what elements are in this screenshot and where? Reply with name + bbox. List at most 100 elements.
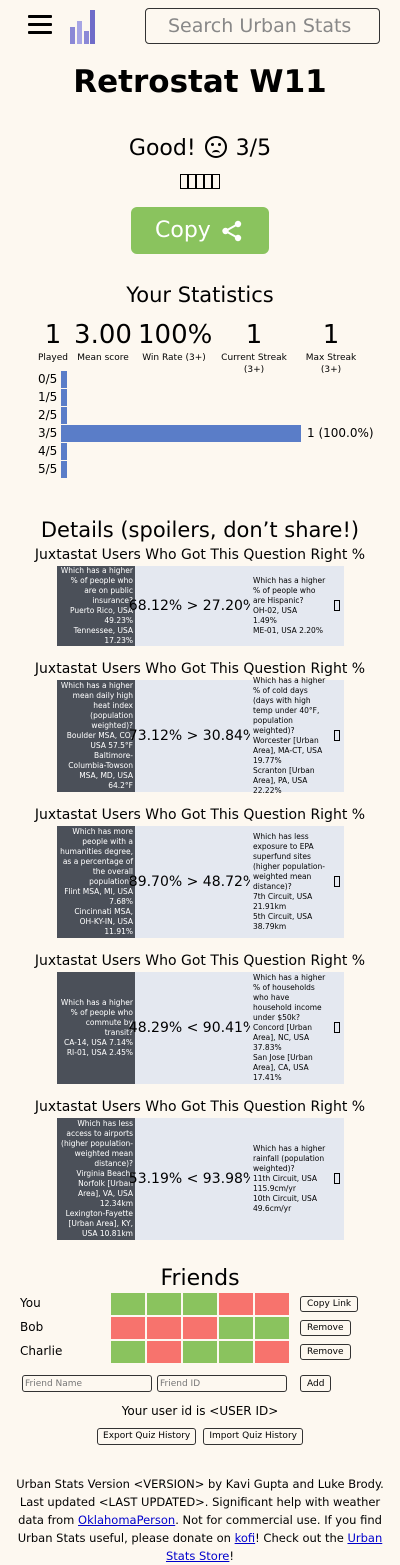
correct-cell [183,1293,217,1315]
question-right-text: Which has a higher % of people who are H… [253,576,326,605]
question-block: Juxtastat Users Who Got This Question Ri… [0,545,400,659]
question-left-text: Boulder MSA, CO, USA 57.5°F [66,731,133,750]
question-right-text: Worcester [Urban Area], MA-CT, USA [253,736,323,755]
question-heading: Juxtastat Users Who Got This Question Ri… [34,1099,366,1115]
question-left-text: CA-14, USA 7.14% [64,1038,133,1047]
question-right-texts: Which has less exposure to EPA superfund… [253,832,327,932]
correct-cell [255,1317,289,1339]
question-left-text: Tennessee, USA 17.23% [73,626,133,645]
friend-row: Charlie Remove [0,1341,400,1365]
kofi-link[interactable]: kofi [234,1531,256,1545]
question-right-panel: Which has a higher % of households who h… [250,972,344,1084]
question-right-panel: Which has a higher % of cold days (days … [250,676,344,795]
incorrect-cell [219,1293,253,1315]
distribution-label: 0/5 [38,372,58,386]
question-right-text: Which has a higher rainfall (population … [253,1144,326,1173]
question-left-panel: Which has more people with a humanities … [57,826,135,938]
question-comparison: 89.70% > 48.72% [129,826,256,938]
store-link[interactable]: Urban Stats Store [165,1531,383,1563]
correct-cell [219,1317,253,1339]
question-right-panel: Which has a higher % of people who are H… [250,566,344,646]
result-emoji-icon [334,730,340,741]
question-left-text: RI-01, USA 2.45% [66,1048,133,1057]
oklahomaperson-link[interactable]: OklahomaPerson [78,1513,176,1527]
question-right-text: Which has a higher % of cold days (days … [253,676,326,735]
search-input[interactable] [145,8,380,44]
distribution-value: 1 (100.0%) [307,426,374,440]
remove-friend-button[interactable]: Remove [300,1320,351,1336]
question-row: Which has a higher % of people who are o… [57,566,344,646]
add-friend-row: Add [0,1371,400,1401]
friend-name: Charlie [20,1344,63,1358]
question-heading: Juxtastat Users Who Got This Question Ri… [34,661,366,677]
incorrect-cell [183,1317,217,1339]
question-right-text: Concord [Urban Area], NC, USA [253,1023,312,1042]
question-left-text: Which has a higher mean daily high heat … [60,681,133,730]
share-icon [222,220,242,242]
friend-id-input[interactable] [157,1375,287,1392]
score-text: 3/5 [235,136,272,161]
import-quiz-history-button[interactable]: Import Quiz History [203,1427,303,1445]
question-left-panel: Which has a higher % of people who are o… [57,566,135,646]
copy-link-button[interactable]: Copy Link [300,1296,359,1312]
distribution-bar [61,461,67,478]
add-friend-button[interactable]: Add [300,1375,332,1392]
incorrect-cell [147,1341,181,1363]
distribution-bar [61,407,67,424]
question-comparison: 68.12% > 27.20% [129,566,256,646]
stat-current-streak: 1 Current Streak (3+) [212,318,296,376]
question-left-text: Which has more people with a humanities … [60,827,133,886]
stat-label: Win Rate (3+) [142,353,206,363]
question-right-texts: Which has a higher % of people who are H… [253,576,327,636]
hamburger-menu-icon[interactable] [28,15,52,35]
question-left-text: Flint MSA, MI, USA 7.68% [64,887,133,906]
stat-label: Max Streak (3+) [305,353,357,375]
result-emoji-icon [334,1173,340,1184]
correct-cell [219,1341,253,1363]
friend-name-input[interactable] [22,1375,152,1392]
question-row: Which has less access to airports (highe… [57,1118,344,1240]
result-emoji-icon [334,1022,340,1033]
question-right-text: 49.6cm/yr [253,1204,292,1213]
question-left-panel: Which has less access to airports (highe… [57,1118,135,1240]
question-right-text: 38.79km [253,922,287,931]
footer-text: . Not for commercial use. If you find Ur… [17,1513,382,1545]
result-emoji-box [188,174,196,189]
stat-label: Mean score [77,353,129,363]
question-left-text: Virginia Beach-Norfolk [Urban Area], VA,… [76,1169,133,1208]
page-title: Retrostat W11 [73,64,327,100]
question-right-panel: Which has less exposure to EPA superfund… [250,826,344,938]
friend-row: Bob Remove [0,1317,400,1341]
question-right-text: ME-01, USA 2.20% [253,626,323,635]
result-line: Good! 3/5 [0,135,400,163]
correct-cell [147,1293,181,1315]
question-right-text: 11th Circuit, USA [253,1174,318,1183]
correct-cell [111,1341,145,1363]
question-right-text: 7th Circuit, USA [253,892,313,901]
copy-button[interactable]: Copy [131,207,269,254]
stat-value: 1 [245,320,263,350]
stat-label: Current Streak (3+) [221,353,287,375]
question-comparison: 53.19% < 93.98% [129,1118,256,1240]
stat-max-streak: 1 Max Streak (3+) [298,318,364,376]
stat-played: 1 Played [36,318,70,364]
header [0,0,400,56]
question-right-text: 1.49% [253,616,277,625]
export-quiz-history-button[interactable]: Export Quiz History [97,1427,197,1445]
incorrect-cell [255,1341,289,1363]
urban-stats-logo[interactable] [69,9,95,44]
question-right-text: Which has a higher % of households who h… [253,973,326,1022]
question-right-text: San Jose [Urban Area], CA, USA [253,1053,313,1072]
question-heading: Juxtastat Users Who Got This Question Ri… [34,953,366,969]
question-list: Juxtastat Users Who Got This Question Ri… [0,545,400,1253]
verdict-text: Good! [128,136,196,161]
result-emoji-box [180,174,188,189]
remove-friend-button[interactable]: Remove [300,1344,351,1360]
result-emoji-icon [334,600,340,611]
distribution-label: 2/5 [38,408,58,422]
stat-value: 1 [44,320,62,350]
distribution-label: 4/5 [38,444,58,458]
stat-value: 1 [322,320,340,350]
question-heading: Juxtastat Users Who Got This Question Ri… [34,807,366,823]
question-left-text: Puerto Rico, USA 49.23% [69,606,133,625]
